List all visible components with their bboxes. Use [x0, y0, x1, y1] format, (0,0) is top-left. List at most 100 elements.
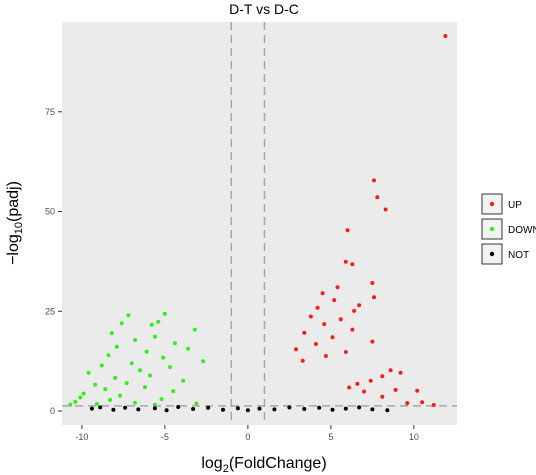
point-down — [113, 375, 118, 380]
point-up — [315, 305, 320, 310]
point-up — [350, 262, 355, 267]
point-up — [302, 330, 307, 335]
point-not — [317, 405, 322, 410]
point-not — [370, 407, 375, 412]
point-down — [108, 397, 113, 402]
point-down — [103, 387, 108, 392]
point-down — [143, 385, 147, 390]
point-down — [118, 393, 123, 398]
point-up — [323, 354, 328, 358]
point-down — [106, 353, 111, 358]
point-down — [201, 359, 206, 364]
y-tick-label: 75 — [45, 107, 55, 117]
y-axis: 0 25 50 75 — [45, 107, 62, 416]
point-not — [206, 405, 211, 410]
x-tick-label: 0 — [245, 432, 250, 442]
point-down — [126, 313, 131, 318]
point-up — [335, 285, 340, 290]
point-up — [362, 389, 367, 394]
x-tick-label: -10 — [75, 432, 88, 442]
point-not — [176, 405, 181, 409]
point-up — [388, 368, 393, 373]
legend-label-up: UP — [508, 200, 522, 211]
point-down — [167, 365, 172, 370]
point-down — [73, 399, 78, 404]
point-up — [443, 34, 448, 38]
x-tick-label: -5 — [161, 432, 169, 442]
point-down — [138, 368, 142, 373]
point-up — [420, 400, 425, 405]
point-not — [152, 406, 157, 411]
point-down — [194, 401, 199, 406]
point-down — [94, 401, 99, 406]
point-up — [415, 388, 420, 393]
point-not — [164, 408, 169, 413]
point-down — [181, 378, 186, 383]
point-up — [398, 370, 403, 375]
point-up — [343, 259, 348, 264]
point-down — [156, 319, 161, 324]
legend-marker-up — [489, 201, 495, 207]
data-points — [68, 34, 448, 413]
point-up — [372, 178, 376, 183]
point-up — [294, 347, 298, 352]
point-down — [81, 391, 86, 396]
point-up — [357, 303, 362, 308]
point-up — [431, 403, 436, 407]
point-up — [393, 387, 398, 392]
point-not — [302, 407, 307, 411]
x-tick-label: 10 — [409, 432, 419, 442]
point-up — [350, 327, 355, 332]
point-up — [405, 401, 410, 406]
y-axis-label: −log10(padj) — [5, 181, 25, 265]
point-down — [133, 338, 137, 342]
x-tick-label: 5 — [328, 432, 333, 442]
point-down — [78, 395, 83, 400]
point-down — [171, 389, 176, 394]
threshold-lines — [62, 22, 457, 425]
point-down — [93, 382, 98, 387]
point-not — [89, 406, 94, 411]
point-down — [99, 363, 104, 368]
point-up — [380, 374, 385, 379]
point-down — [162, 311, 167, 316]
legend-marker-down — [489, 226, 495, 232]
y-tick-label: 25 — [45, 306, 55, 316]
point-down — [129, 361, 134, 366]
point-not — [111, 407, 116, 412]
point-not — [136, 407, 141, 412]
point-down — [68, 402, 73, 407]
point-up — [322, 322, 327, 327]
plot-panel — [62, 22, 457, 425]
x-axis-label: log2(FoldChange) — [201, 455, 326, 475]
point-up — [355, 381, 360, 386]
point-not — [235, 406, 240, 411]
point-down — [159, 397, 164, 402]
point-down — [133, 400, 137, 405]
point-up — [368, 378, 373, 383]
point-down — [119, 321, 124, 326]
point-up — [300, 358, 305, 363]
point-up — [352, 308, 357, 313]
point-not — [123, 405, 128, 410]
legend-marker-not — [489, 251, 495, 257]
point-not — [287, 405, 292, 410]
point-not — [272, 407, 277, 412]
point-down — [152, 334, 157, 339]
point-up — [372, 295, 376, 300]
point-down — [152, 402, 157, 407]
point-down — [186, 346, 191, 351]
point-up — [380, 394, 385, 399]
point-up — [370, 281, 375, 285]
point-up — [338, 317, 343, 322]
point-down — [172, 341, 177, 346]
point-down — [144, 349, 149, 354]
point-up — [345, 228, 350, 233]
y-tick-label: 50 — [45, 207, 55, 217]
point-up — [375, 195, 380, 200]
point-down — [86, 370, 91, 375]
y-tick-label: 0 — [50, 406, 55, 416]
